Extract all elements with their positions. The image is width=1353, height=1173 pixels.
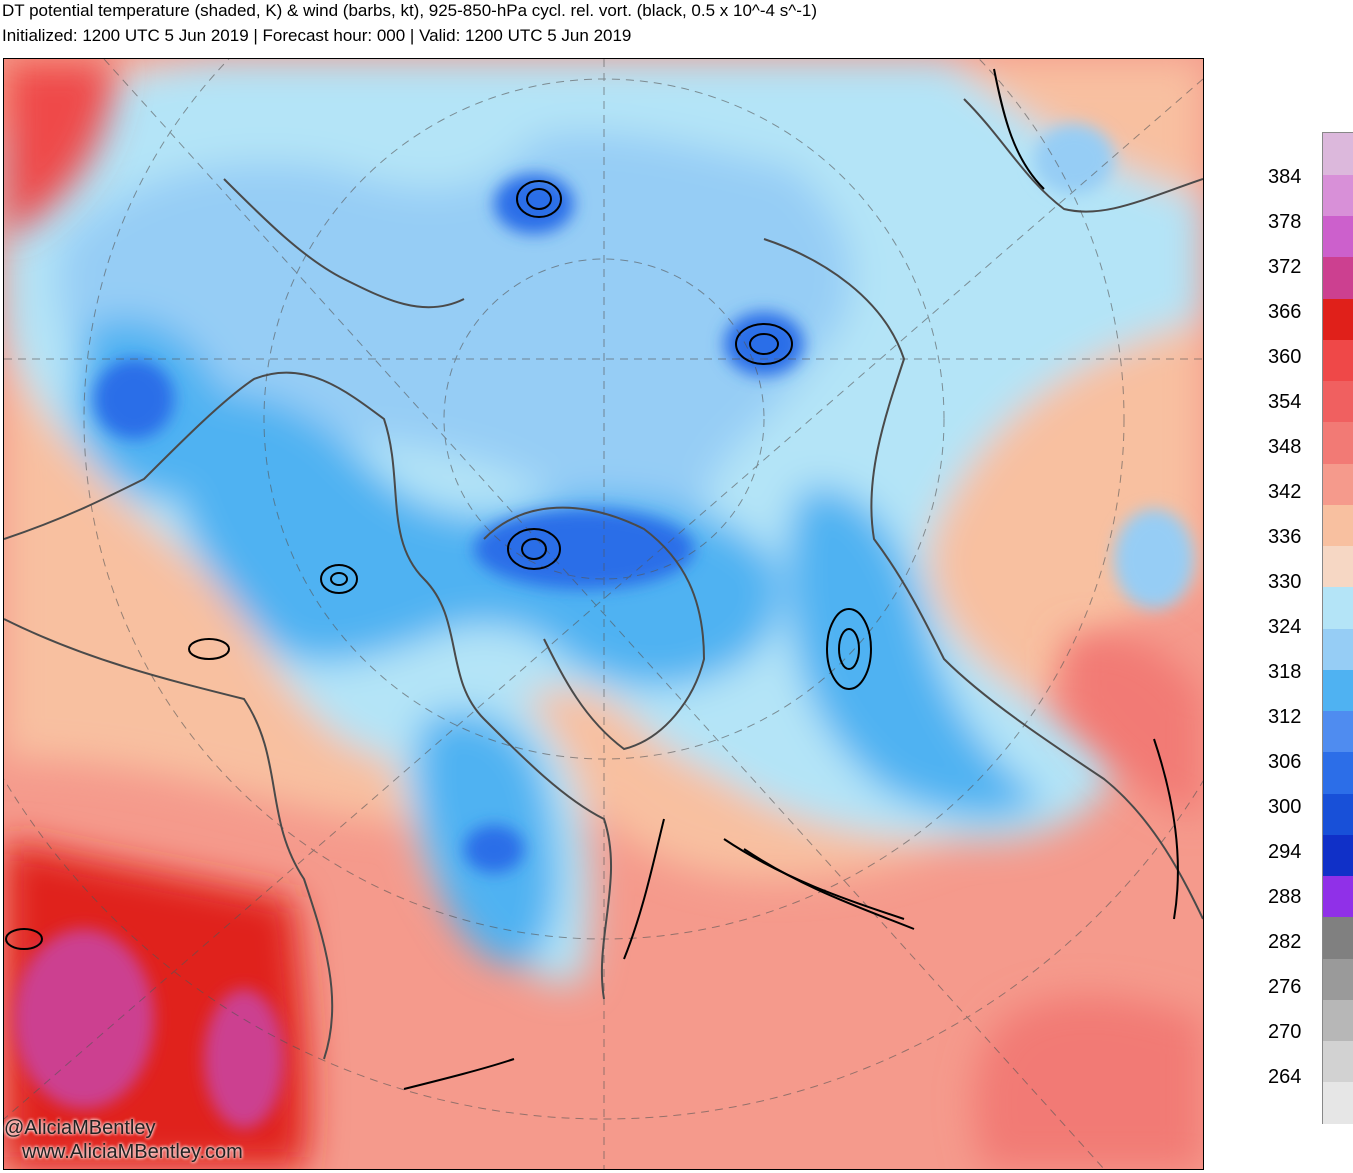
colorbar-segment [1323, 586, 1353, 629]
colorbar-tick-label: 318 [1268, 661, 1302, 683]
colorbar-segment [1323, 916, 1353, 959]
chart-title: DT potential temperature (shaded, K) & w… [2, 1, 817, 20]
colorbar-segment [1323, 875, 1353, 918]
colorbar-tick-label: 312 [1268, 706, 1302, 728]
colorbar-segment [1323, 298, 1353, 340]
cold-core-west [94, 359, 174, 439]
chart-subtitle: Initialized: 1200 UTC 5 Jun 2019 | Forec… [2, 26, 632, 45]
colorbar-segment [1323, 504, 1353, 546]
cold-core-northeast [724, 312, 804, 376]
credit-handle: @AliciaMBentley [4, 1117, 156, 1139]
colorbar-segment [1323, 834, 1353, 876]
colorbar-tick-label: 306 [1268, 751, 1302, 773]
colorbar-segment [1323, 256, 1353, 299]
colorbar-tick-label: 270 [1268, 1021, 1302, 1043]
colorbar-segment [1323, 215, 1353, 258]
colorbar-segment [1323, 339, 1353, 381]
colorbar-segment [1323, 710, 1353, 753]
colorbar-tick-label: 282 [1268, 931, 1302, 953]
colorbar-segment [1323, 793, 1353, 835]
cold-core-southeast [1114, 509, 1194, 609]
colorbar-tick-label: 384 [1268, 166, 1302, 188]
colorbar-segment [1323, 1081, 1353, 1124]
polar-stereographic-map [3, 58, 1204, 1170]
colorbar-tick-label: 300 [1268, 796, 1302, 818]
colorbar-tick-label: 372 [1268, 256, 1302, 278]
colorbar-segment [1323, 669, 1353, 711]
colorbar-segment [1323, 421, 1353, 464]
colorbar-tick-label: 324 [1268, 616, 1302, 638]
colorbar-tick-label: 330 [1268, 571, 1302, 593]
colorbar-segment [1323, 751, 1353, 794]
credit-website: www.AliciaMBentley.com [22, 1141, 243, 1163]
vorticity-contours [5, 68, 1179, 1090]
warm-region-southeast [973, 995, 1203, 1169]
warm-region-east [1064, 633, 1203, 819]
colorbar-segment [1323, 463, 1353, 505]
colorbar-segment [1323, 999, 1353, 1041]
warm-region-northwest [4, 59, 114, 239]
colorbar-segment [1323, 628, 1353, 670]
colorbar-tick-label: 360 [1268, 346, 1302, 368]
cold-core-south [464, 825, 524, 873]
cold-core-east [1034, 124, 1114, 194]
colorbar-tick-label: 366 [1268, 301, 1302, 323]
colorbar-tick-label: 348 [1268, 436, 1302, 458]
colorbar-segment [1323, 380, 1353, 423]
hot-core-southwest [14, 929, 154, 1109]
colorbar-tick-label: 288 [1268, 886, 1302, 908]
blue-region-siberia [787, 487, 1044, 818]
colorbar-tick-label: 342 [1268, 481, 1302, 503]
hot-core-southwest-2 [204, 989, 284, 1129]
colorbar-tick-label: 354 [1268, 391, 1302, 413]
colorbar-tick-label: 264 [1268, 1066, 1302, 1088]
cold-core-north [494, 174, 574, 234]
coastlines [4, 98, 1203, 1060]
colorbar-tick-label: 378 [1268, 211, 1302, 233]
colorbar-segment [1323, 174, 1353, 216]
colorbar-segment [1323, 1040, 1353, 1083]
colorbar-segment [1323, 133, 1353, 175]
colorbar-segment [1323, 545, 1353, 588]
colorbar-tick-label: 276 [1268, 976, 1302, 998]
colorbar-tick-label: 294 [1268, 841, 1302, 863]
colorbar [1322, 132, 1353, 1124]
colorbar-tick-label: 336 [1268, 526, 1302, 548]
colorbar-segment [1323, 958, 1353, 1000]
